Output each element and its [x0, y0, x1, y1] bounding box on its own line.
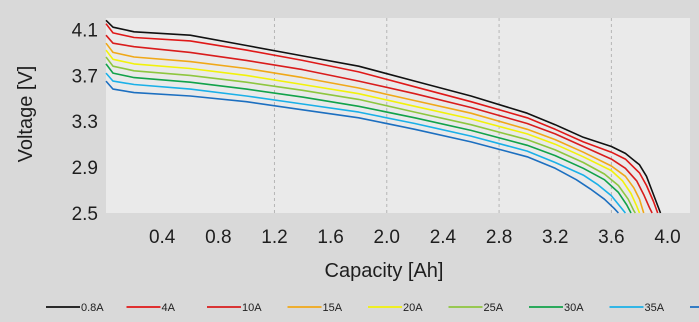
y-tick-label: 3.3: [72, 112, 98, 133]
y-tick-label: 2.5: [72, 204, 98, 225]
series-line-10A: [105, 34, 653, 214]
legend-label: 20A: [403, 302, 423, 314]
y-axis-label: Voltage [V]: [15, 66, 37, 163]
x-axis-label: Capacity [Ah]: [325, 260, 444, 282]
x-tick-label: 1.2: [261, 227, 287, 248]
series-line-25A: [105, 56, 636, 214]
x-tick-label: 3.6: [598, 227, 624, 248]
series-line-20A: [105, 49, 641, 214]
series-line-30A: [105, 63, 632, 214]
x-tick-label: 2.0: [374, 227, 400, 248]
legend-label: 15A: [323, 302, 343, 314]
series-lines: [105, 19, 662, 214]
x-tick-label: 2.4: [430, 227, 457, 248]
plot-area: [106, 18, 690, 213]
x-tick-label: 0.8: [205, 227, 231, 248]
series-line-35A: [105, 72, 627, 214]
y-tick-label: 3.7: [72, 66, 98, 87]
x-tick-label: 2.8: [486, 227, 512, 248]
x-tick-labels: 0.4 0.8 1.2 1.6 2.0 2.4 2.8 3.2 3.6 4.0: [149, 227, 681, 248]
series-line-0.8A: [105, 19, 662, 214]
x-tick-label: 4.0: [654, 227, 680, 248]
y-tick-label: 2.9: [72, 158, 98, 179]
series-line-4A: [105, 23, 659, 214]
y-tick-label: 4.1: [72, 20, 98, 41]
x-tick-label: 3.2: [542, 227, 568, 248]
x-tick-label: 0.4: [149, 227, 176, 248]
legend-label: 30A: [564, 302, 584, 314]
series-line-40A: [105, 80, 619, 214]
legend-label: 10A: [242, 302, 262, 314]
legend-label: 35A: [645, 302, 665, 314]
x-tick-label: 1.6: [317, 227, 343, 248]
y-tick-labels: 2.5 2.9 3.3 3.7 4.1: [72, 20, 98, 225]
legend-label: 25A: [484, 302, 504, 314]
legend: 0.8A4A10A15A20A25A30A35A40A: [46, 302, 699, 314]
legend-label: 4A: [162, 302, 176, 314]
series-line-15A: [105, 42, 645, 214]
legend-label: 0.8A: [81, 302, 104, 314]
